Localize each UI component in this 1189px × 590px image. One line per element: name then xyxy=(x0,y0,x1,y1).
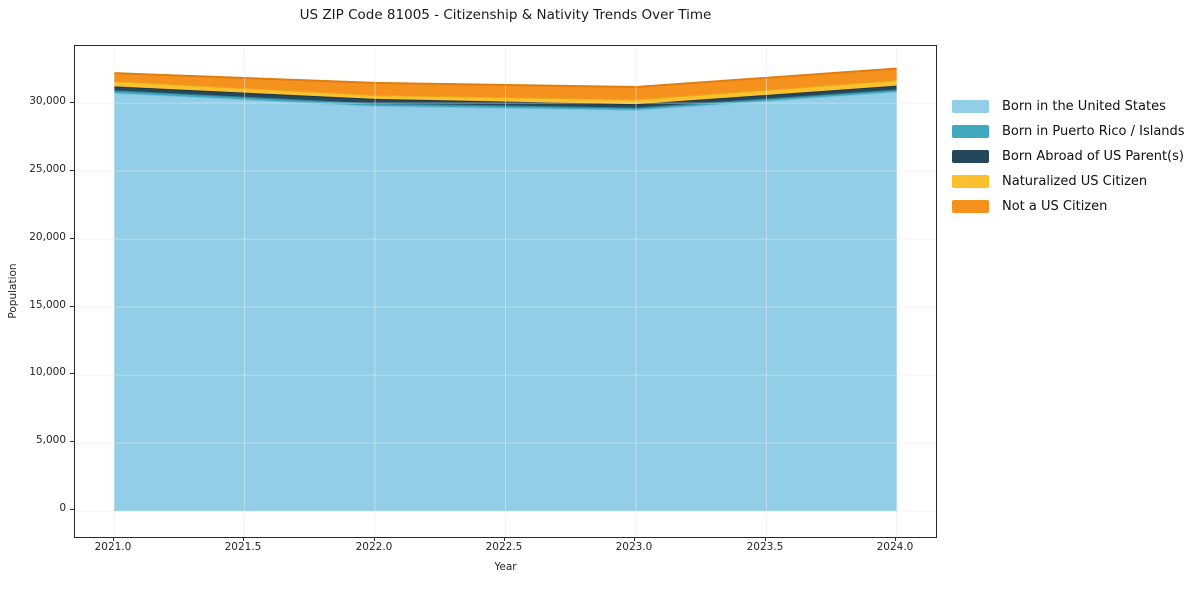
x-tick-mark xyxy=(895,536,896,541)
legend-label: Naturalized US Citizen xyxy=(1002,174,1148,189)
legend-swatch-born-in-puerto-rico-islands xyxy=(952,125,989,138)
x-tick-mark xyxy=(374,536,375,541)
y-tick-label: 5,000 xyxy=(35,434,66,446)
x-axis-label: Year xyxy=(494,561,517,573)
legend-item-naturalized-us-citizen: Naturalized US Citizen xyxy=(952,174,1185,189)
y-tick-label: 20,000 xyxy=(29,231,66,243)
y-axis-label: Population xyxy=(7,263,19,319)
legend-item-born-abroad-of-us-parent-s: Born Abroad of US Parent(s) xyxy=(952,149,1185,164)
stacked-area-canvas xyxy=(75,46,936,537)
x-tick-label: 2021.0 xyxy=(94,541,132,553)
legend-item-born-in-puerto-rico-islands: Born in Puerto Rico / Islands xyxy=(952,124,1185,139)
legend-item-not-a-us-citizen: Not a US Citizen xyxy=(952,199,1185,214)
legend-item-born-in-the-united-states: Born in the United States xyxy=(952,99,1185,114)
x-tick-label: 2023.5 xyxy=(746,541,784,553)
x-tick-label: 2022.5 xyxy=(485,541,523,553)
area-born-abroad-of-us-parent-s xyxy=(114,85,897,108)
y-tick-mark xyxy=(69,306,74,307)
y-tick-mark xyxy=(69,373,74,374)
x-tick-label: 2021.5 xyxy=(224,541,262,553)
x-tick-label: 2023.0 xyxy=(615,541,653,553)
plot-area xyxy=(74,45,937,538)
x-tick-mark xyxy=(504,536,505,541)
y-tick-label: 30,000 xyxy=(29,95,66,107)
y-tick-label: 15,000 xyxy=(29,299,66,311)
legend-label: Born in Puerto Rico / Islands xyxy=(1002,124,1185,139)
x-tick-mark xyxy=(243,536,244,541)
y-tick-mark xyxy=(69,170,74,171)
legend: Born in the United States Born in Puerto … xyxy=(952,99,1185,214)
y-tick-mark xyxy=(69,238,74,239)
legend-swatch-naturalized-us-citizen xyxy=(952,175,989,188)
legend-swatch-born-abroad-of-us-parent-s xyxy=(952,150,989,163)
x-tick-mark xyxy=(113,536,114,541)
legend-swatch-not-a-us-citizen xyxy=(952,200,989,213)
legend-label: Not a US Citizen xyxy=(1002,199,1108,214)
y-tick-label: 25,000 xyxy=(29,163,66,175)
x-tick-label: 2022.0 xyxy=(355,541,393,553)
y-tick-label: 0 xyxy=(59,502,66,514)
legend-swatch-born-in-the-united-states xyxy=(952,100,989,113)
x-tick-mark xyxy=(765,536,766,541)
chart-title: US ZIP Code 81005 - Citizenship & Nativi… xyxy=(299,7,712,23)
area-not-a-us-citizen xyxy=(114,68,897,100)
x-tick-label: 2024.0 xyxy=(876,541,914,553)
legend-label: Born in the United States xyxy=(1002,99,1166,114)
y-tick-mark xyxy=(69,441,74,442)
area-naturalized-us-citizen xyxy=(114,80,897,105)
y-tick-mark xyxy=(69,102,74,103)
y-tick-label: 10,000 xyxy=(29,366,66,378)
legend-label: Born Abroad of US Parent(s) xyxy=(1002,149,1184,164)
x-tick-mark xyxy=(634,536,635,541)
area-born-in-puerto-rico-islands xyxy=(114,89,897,110)
y-tick-mark xyxy=(69,509,74,510)
